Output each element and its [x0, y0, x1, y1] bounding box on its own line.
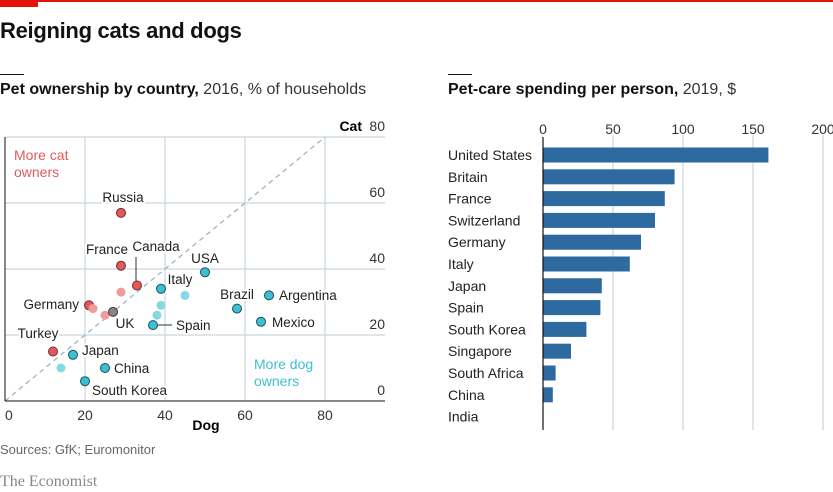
point-label: UK: [116, 316, 135, 331]
scatter-point-japan: [68, 349, 78, 360]
bar-south-africa: [543, 365, 556, 381]
bar-x-tick-label: 200: [811, 121, 833, 137]
scatter-x-axis-title: Dog: [192, 417, 219, 433]
bar-south-korea: [543, 321, 587, 337]
bar-france: [543, 191, 665, 207]
chart-title: Reigning cats and dogs: [0, 18, 242, 43]
bar-category-label: Spain: [448, 300, 484, 316]
bar-category-label: Germany: [448, 234, 506, 250]
scatter-point-italy: [156, 283, 166, 294]
scatter-point: [152, 310, 162, 320]
scatter-point-canada: [132, 280, 142, 291]
scatter-point: [116, 287, 126, 297]
point-label: Mexico: [272, 315, 315, 330]
bar-singapore: [543, 343, 571, 359]
scatter-point: [180, 290, 190, 300]
scatter-point-south-korea: [80, 376, 90, 387]
scatter-point-russia: [116, 207, 126, 218]
bar-britain: [543, 169, 675, 185]
bar-germany: [543, 234, 641, 250]
scatter-x-tick-label: 40: [157, 407, 173, 423]
point-label: Germany: [23, 297, 79, 312]
bar-subtitle: Pet-care spending per person, 2019, $: [448, 81, 736, 99]
scatter-point-uk: [108, 306, 118, 317]
top-accent-line: [0, 0, 833, 2]
point-label: Argentina: [279, 288, 337, 303]
bar-category-label: Italy: [448, 256, 474, 272]
point-label: Italy: [168, 272, 193, 287]
scatter-point-china: [100, 363, 110, 373]
bar-x-tick-label: 50: [605, 121, 621, 137]
scatter-x-tick-label: 0: [5, 407, 13, 423]
economist-logo: The Economist: [0, 473, 98, 490]
more-cat-owners-annotation: More cat: [14, 147, 69, 163]
bar-units: 2019, $: [682, 81, 737, 98]
scatter-units: 2016, % of households: [203, 81, 367, 98]
point-label: Spain: [176, 318, 211, 333]
scatter-y-axis-title: Cat: [339, 118, 362, 134]
scatter-point-mexico: [256, 316, 266, 327]
point-label: Canada: [132, 239, 180, 254]
bar-category-label: South Africa: [448, 365, 524, 381]
bar-category-label: India: [448, 409, 479, 425]
scatter-point: [156, 300, 166, 310]
scatter-y-tick-label: 0: [377, 382, 385, 398]
bar-category-label: Switzerland: [448, 212, 520, 228]
bar-category-label: Japan: [448, 278, 486, 294]
bar-united-states: [543, 147, 769, 163]
scatter-x-tick-label: 80: [317, 407, 333, 423]
scatter-point-brazil: [232, 303, 242, 314]
scatter-point: [56, 363, 66, 373]
scatter-subtitle: Pet ownership by country, 2016, % of hou…: [0, 81, 366, 99]
scatter-point: [100, 310, 110, 320]
scatter-title: Pet ownership by country,: [0, 81, 199, 98]
scatter-y-tick-label: 20: [369, 316, 385, 332]
scatter-point-spain: [148, 320, 158, 331]
subtitle-rule-left: [0, 74, 24, 75]
point-label: USA: [191, 251, 219, 266]
scatter-point-turkey: [48, 346, 58, 357]
bar-title: Pet-care spending per person,: [448, 81, 679, 98]
scatter-x-tick-label: 60: [237, 407, 253, 423]
more-dog-owners-annotation: More dog: [254, 356, 313, 372]
bar-spain: [543, 300, 601, 316]
scatter-point-usa: [200, 267, 210, 278]
scatter-x-tick-label: 20: [77, 407, 93, 423]
point-label: South Korea: [92, 383, 168, 398]
bar-category-label: Britain: [448, 169, 488, 185]
top-accent-block: [0, 0, 38, 7]
bar-category-label: China: [448, 387, 485, 403]
bar-x-tick-label: 150: [741, 121, 765, 137]
diagonal-parity-line: [4, 136, 326, 402]
bar-italy: [543, 256, 630, 272]
point-label: Russia: [102, 190, 144, 205]
bar-x-tick-label: 0: [539, 121, 547, 137]
scatter-point-argentina: [264, 290, 274, 301]
bar-x-tick-label: 100: [671, 121, 695, 137]
bar-china: [543, 387, 553, 403]
scatter-y-tick-label: 60: [369, 184, 385, 200]
bar-category-label: Singapore: [448, 343, 512, 359]
source-note: Sources: GfK; Euromonitor: [0, 442, 156, 457]
point-label: Brazil: [220, 287, 254, 302]
scatter-point: [88, 304, 98, 314]
bar-japan: [543, 278, 602, 294]
bar-category-label: United States: [448, 147, 532, 163]
bar-switzerland: [543, 212, 655, 228]
more-dog-owners-annotation: owners: [254, 373, 299, 389]
scatter-y-tick-label: 40: [369, 250, 385, 266]
point-label: Turkey: [18, 326, 59, 341]
scatter-point-france: [116, 260, 126, 271]
point-label: France: [86, 242, 128, 257]
point-label: China: [114, 361, 150, 376]
more-cat-owners-annotation: owners: [14, 164, 59, 180]
bar-category-label: France: [448, 191, 492, 207]
scatter-y-tick-label: 80: [369, 118, 385, 134]
point-label: Japan: [82, 343, 119, 358]
bar-category-label: South Korea: [448, 321, 526, 337]
subtitle-rule-right: [448, 74, 472, 75]
